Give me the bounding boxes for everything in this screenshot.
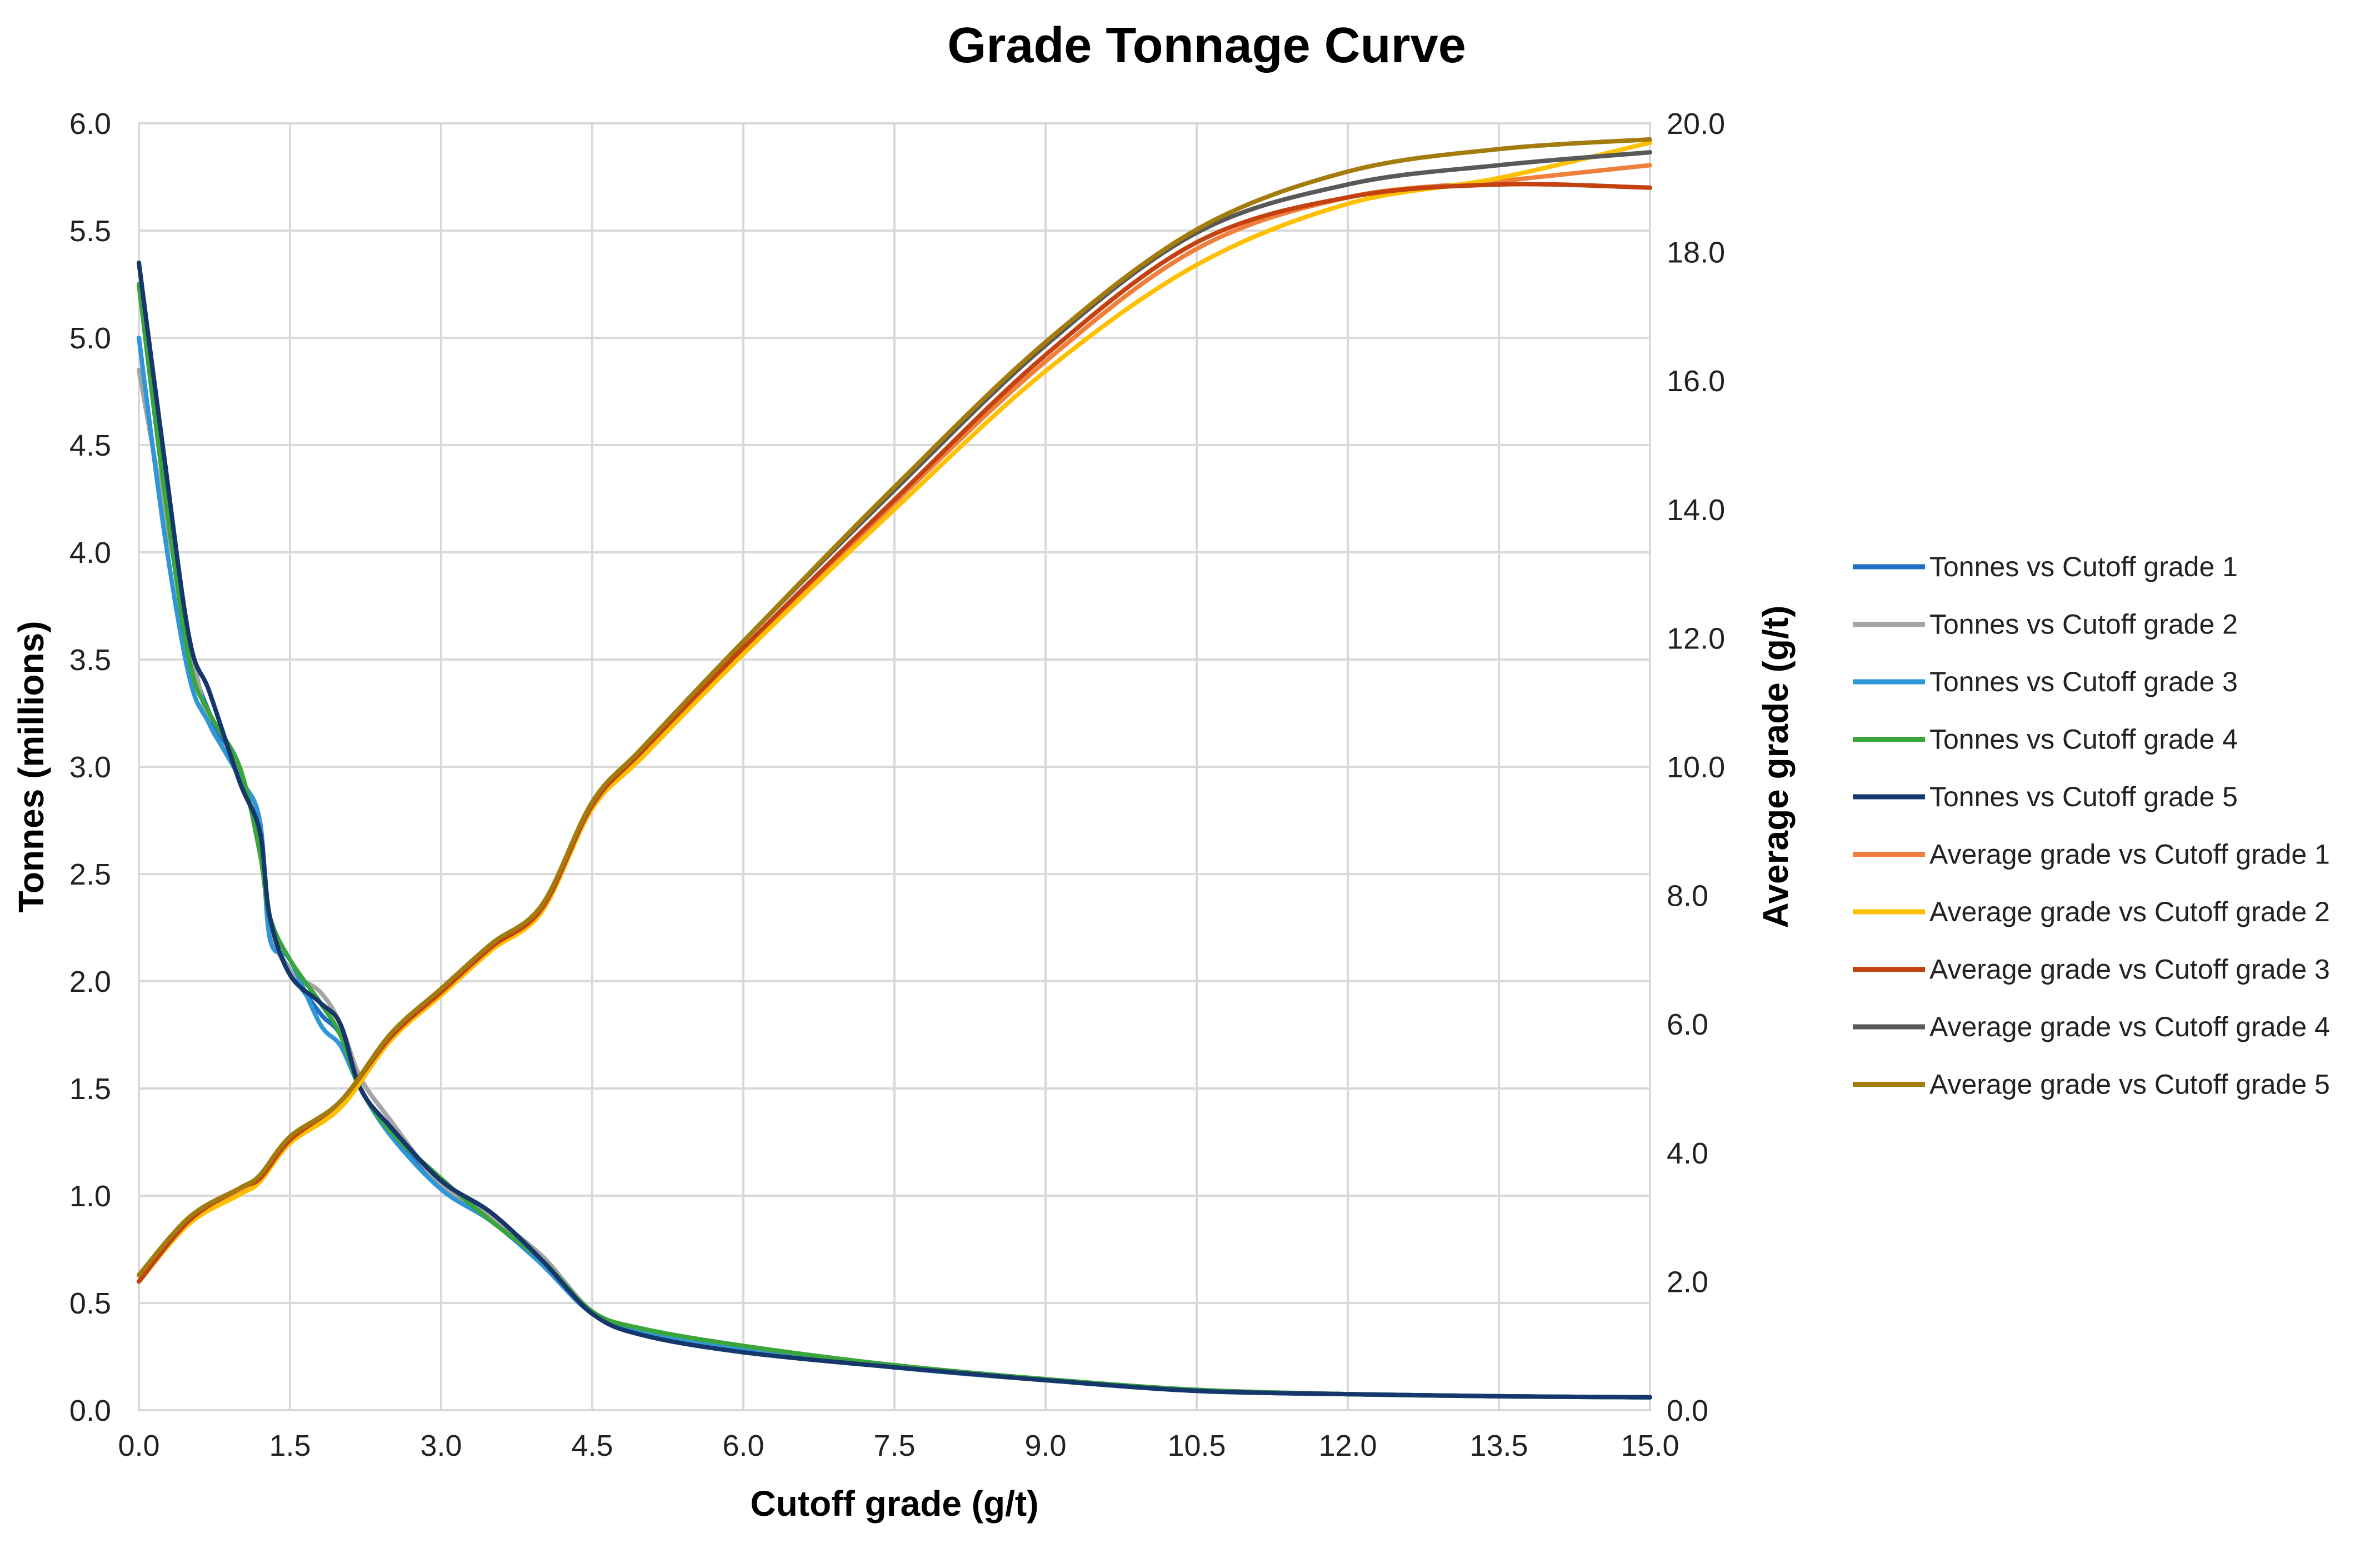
x-tick-label: 13.5 xyxy=(1469,1429,1528,1462)
y-left-tick-label: 5.5 xyxy=(69,214,111,248)
y-right-tick-label: 2.0 xyxy=(1667,1265,1708,1299)
y-right-tick-label: 18.0 xyxy=(1667,236,1725,269)
y-left-tick-label: 1.0 xyxy=(69,1180,111,1213)
y-left-tick-label: 4.5 xyxy=(69,429,111,462)
x-axis-title: Cutoff grade (g/t) xyxy=(751,1484,1039,1524)
x-tick-label: 1.5 xyxy=(269,1429,311,1462)
y-right-tick-label: 20.0 xyxy=(1667,107,1725,141)
series-line-7 xyxy=(137,140,1652,1284)
y-left-tick-label: 0.0 xyxy=(69,1394,111,1427)
x-tick-label: 3.0 xyxy=(420,1429,462,1462)
y-right-tick-label: 16.0 xyxy=(1667,364,1725,398)
series-line-10 xyxy=(137,137,1652,1277)
y-right-tick-label: 0.0 xyxy=(1667,1394,1708,1427)
legend: Tonnes vs Cutoff grade 1 Tonnes vs Cutoff… xyxy=(1853,551,2330,1100)
y-left-tick-label: 3.5 xyxy=(69,643,111,677)
y-left-tick-label: 2.5 xyxy=(69,858,111,891)
x-tick-label: 4.5 xyxy=(571,1429,613,1462)
x-tick-label: 6.0 xyxy=(722,1429,764,1462)
chart-title: Grade Tonnage Curve xyxy=(947,18,1466,73)
legend-label: Tonnes vs Cutoff grade 4 xyxy=(1929,724,2238,755)
x-tick-label: 15.0 xyxy=(1621,1429,1679,1462)
y-left-tick-label: 1.5 xyxy=(69,1072,111,1106)
y-left-axis-title: Tonnes (millions) xyxy=(11,621,51,912)
y-left-tick-label: 6.0 xyxy=(69,107,111,141)
y-right-tick-label: 8.0 xyxy=(1667,880,1708,913)
y-right-tick-label: 12.0 xyxy=(1667,622,1725,655)
plot-area xyxy=(138,122,1651,1411)
legend-label: Average grade vs Cutoff grade 4 xyxy=(1929,1011,2330,1042)
series-line-5 xyxy=(137,260,1652,1400)
y-right-axis-title: Average grade (g/t) xyxy=(1756,606,1796,928)
y-left-tick-label: 0.5 xyxy=(69,1287,111,1320)
legend-label: Tonnes vs Cutoff grade 3 xyxy=(1929,666,2238,697)
x-axis-ticks: 0.0 1.5 3.0 4.5 6.0 7.5 9.0 10.5 12.0 13.5 15.0 xyxy=(118,1429,1679,1462)
y-left-tick-label: 3.0 xyxy=(69,751,111,784)
y-left-tick-label: 4.0 xyxy=(69,536,111,570)
y-left-tick-label: 5.0 xyxy=(69,322,111,355)
y-right-tick-label: 10.0 xyxy=(1667,751,1725,784)
legend-label: Average grade vs Cutoff grade 5 xyxy=(1929,1069,2330,1100)
x-tick-label: 10.5 xyxy=(1167,1429,1226,1462)
legend-label: Average grade vs Cutoff grade 1 xyxy=(1929,839,2330,870)
legend-label: Average grade vs Cutoff grade 2 xyxy=(1929,896,2330,927)
x-tick-label: 7.5 xyxy=(873,1429,915,1462)
y-right-axis-ticks: 0.0 2.0 4.0 6.0 8.0 10.0 12.0 14.0 16.0 18.0 20.0 xyxy=(1667,107,1725,1427)
y-left-tick-label: 2.0 xyxy=(69,965,111,998)
x-tick-label: 12.0 xyxy=(1318,1429,1377,1462)
y-right-tick-label: 14.0 xyxy=(1667,493,1725,527)
x-tick-label: 9.0 xyxy=(1024,1429,1066,1462)
y-right-tick-label: 6.0 xyxy=(1667,1008,1708,1041)
y-left-axis-ticks: 0.0 0.5 1.0 1.5 2.0 2.5 3.0 3.5 4.0 4.5 5.0 5.5 6.0 xyxy=(69,107,111,1427)
grid xyxy=(138,122,1651,1411)
series-layer xyxy=(137,137,1652,1400)
legend-label: Tonnes vs Cutoff grade 1 xyxy=(1929,551,2238,582)
legend-label: Tonnes vs Cutoff grade 5 xyxy=(1929,781,2238,812)
legend-label: Average grade vs Cutoff grade 3 xyxy=(1929,954,2330,985)
x-tick-label: 0.0 xyxy=(118,1429,159,1462)
legend-label: Tonnes vs Cutoff grade 2 xyxy=(1929,609,2238,640)
y-right-tick-label: 4.0 xyxy=(1667,1137,1708,1170)
